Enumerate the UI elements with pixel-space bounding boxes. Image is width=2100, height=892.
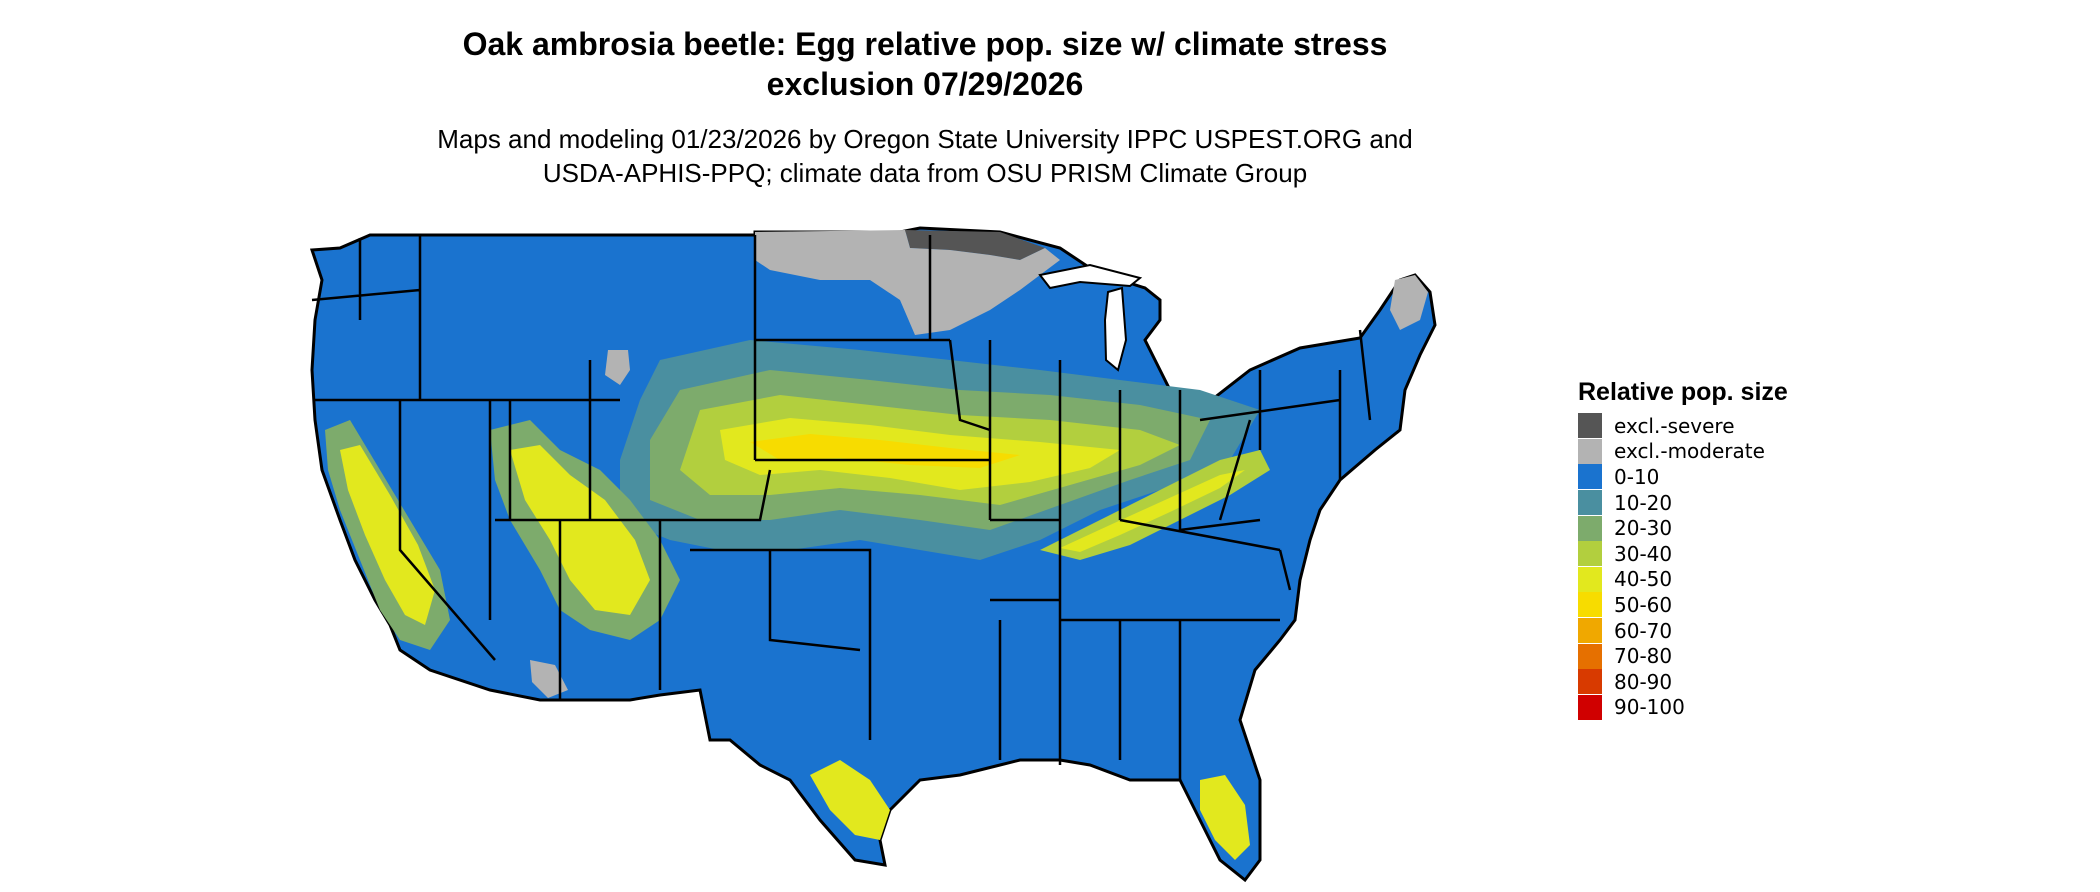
subtitle-line-1: Maps and modeling 01/23/2026 by Oregon S… xyxy=(0,122,1850,156)
subtitle-line-2: USDA-APHIS-PPQ; climate data from OSU PR… xyxy=(0,156,1850,190)
legend-row: 20-30 xyxy=(1578,515,1788,541)
legend-swatch xyxy=(1578,567,1602,592)
legend-row: 80-90 xyxy=(1578,669,1788,695)
title-line-2: exclusion 07/29/2026 xyxy=(0,64,1850,104)
legend-label: 40-50 xyxy=(1614,567,1672,591)
legend-swatch xyxy=(1578,439,1602,464)
legend-swatch xyxy=(1578,413,1602,438)
legend-label: 0-10 xyxy=(1614,465,1659,489)
legend-row: excl.-moderate xyxy=(1578,439,1788,465)
map-title: Oak ambrosia beetle: Egg relative pop. s… xyxy=(0,24,1850,104)
legend-row: 60-70 xyxy=(1578,618,1788,644)
legend: Relative pop. size excl.-severe excl.-mod… xyxy=(1578,378,1788,720)
legend-label: 10-20 xyxy=(1614,491,1672,515)
legend-swatch xyxy=(1578,464,1602,489)
legend-swatch xyxy=(1578,669,1602,694)
legend-swatch xyxy=(1578,490,1602,515)
legend-label: 30-40 xyxy=(1614,542,1672,566)
legend-label: 90-100 xyxy=(1614,695,1685,719)
legend-row: excl.-severe xyxy=(1578,413,1788,439)
us-outline xyxy=(312,228,1435,880)
legend-title: Relative pop. size xyxy=(1578,378,1788,407)
legend-row: 30-40 xyxy=(1578,541,1788,567)
legend-row: 10-20 xyxy=(1578,490,1788,516)
legend-swatch xyxy=(1578,541,1602,566)
legend-row: 90-100 xyxy=(1578,695,1788,721)
legend-swatch xyxy=(1578,592,1602,617)
legend-label: excl.-severe xyxy=(1614,414,1735,438)
legend-swatch xyxy=(1578,644,1602,669)
map-subtitle: Maps and modeling 01/23/2026 by Oregon S… xyxy=(0,122,1850,190)
legend-swatch xyxy=(1578,618,1602,643)
legend-row: 70-80 xyxy=(1578,643,1788,669)
legend-label: 20-30 xyxy=(1614,516,1672,540)
legend-swatch xyxy=(1578,695,1602,720)
legend-items: excl.-severe excl.-moderate 0-10 10-20 20-30… xyxy=(1578,413,1788,720)
legend-label: 80-90 xyxy=(1614,670,1672,694)
legend-row: 40-50 xyxy=(1578,567,1788,593)
legend-label: excl.-moderate xyxy=(1614,439,1765,463)
legend-row: 50-60 xyxy=(1578,592,1788,618)
legend-label: 70-80 xyxy=(1614,644,1672,668)
legend-label: 60-70 xyxy=(1614,619,1672,643)
legend-swatch xyxy=(1578,516,1602,541)
legend-row: 0-10 xyxy=(1578,464,1788,490)
us-map xyxy=(300,220,1550,890)
title-line-1: Oak ambrosia beetle: Egg relative pop. s… xyxy=(0,24,1850,64)
legend-label: 50-60 xyxy=(1614,593,1672,617)
